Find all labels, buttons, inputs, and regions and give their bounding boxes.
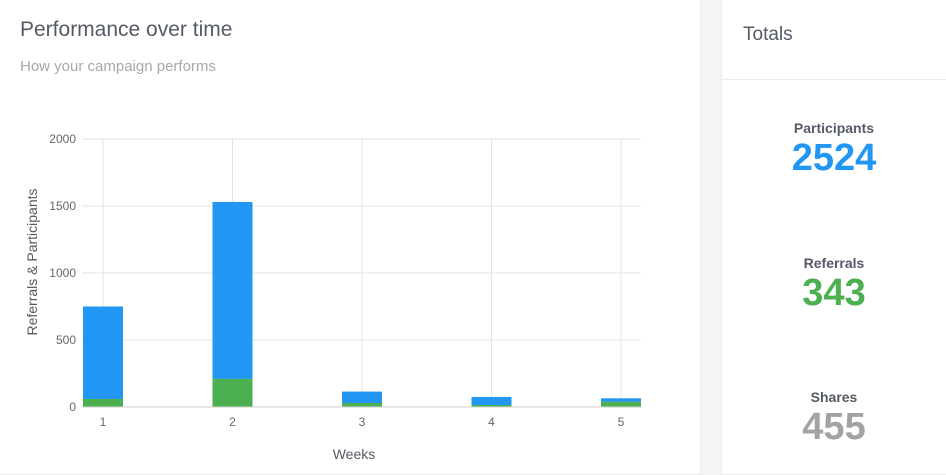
bar-series1-week1 (83, 398, 123, 407)
referrals-stat: Referrals 343 (722, 255, 946, 315)
participants-value: 2524 (791, 137, 877, 179)
x-tick-label: 4 (488, 415, 495, 429)
totals-card: Totals Participants 2524 Referrals 343 S… (721, 0, 946, 475)
shares-stat: Shares 455 (722, 389, 946, 449)
bar-series1-week5 (601, 401, 641, 407)
totals-title: Totals (743, 24, 793, 45)
x-tick-label: 1 (100, 415, 107, 429)
bar-chart: 0 500 1000 1500 2000 1 2 3 4 5 Weeks Referrals & Pa… (24, 132, 641, 462)
performance-subtitle: How your campaign performs (20, 58, 216, 75)
bar-series2-week2 (212, 201, 253, 379)
performance-card: Performance over time How your campaign … (0, 0, 701, 475)
bar-series2-week1 (83, 306, 123, 399)
x-tick-label: 5 (618, 415, 625, 429)
y-axis-title: Referrals & Participants (24, 188, 40, 335)
bar-series2-week4 (471, 396, 512, 405)
totals-header: Totals (722, 0, 946, 80)
x-axis-title: Weeks (333, 446, 376, 462)
y-tick-label: 0 (69, 400, 76, 414)
bar-series1-week4 (471, 404, 512, 407)
shares-label: Shares (810, 389, 858, 405)
performance-title: Performance over time (20, 18, 233, 41)
participants-label: Participants (793, 120, 875, 136)
y-tick-label: 500 (56, 333, 76, 347)
bar-series2-week3 (342, 391, 382, 403)
y-tick-label: 1000 (49, 266, 76, 280)
x-tick-label: 3 (359, 415, 366, 429)
y-tick-label: 2000 (49, 132, 76, 146)
referrals-label: Referrals (803, 255, 865, 271)
bar-series2-week5 (601, 398, 641, 402)
bar-series1-week3 (342, 402, 382, 407)
referrals-value: 343 (802, 272, 866, 314)
participants-stat: Participants 2524 (722, 120, 946, 180)
bar-series1-week2 (212, 378, 253, 407)
x-tick-label: 2 (229, 415, 236, 429)
y-tick-label: 1500 (49, 199, 76, 213)
shares-value: 455 (802, 406, 866, 448)
